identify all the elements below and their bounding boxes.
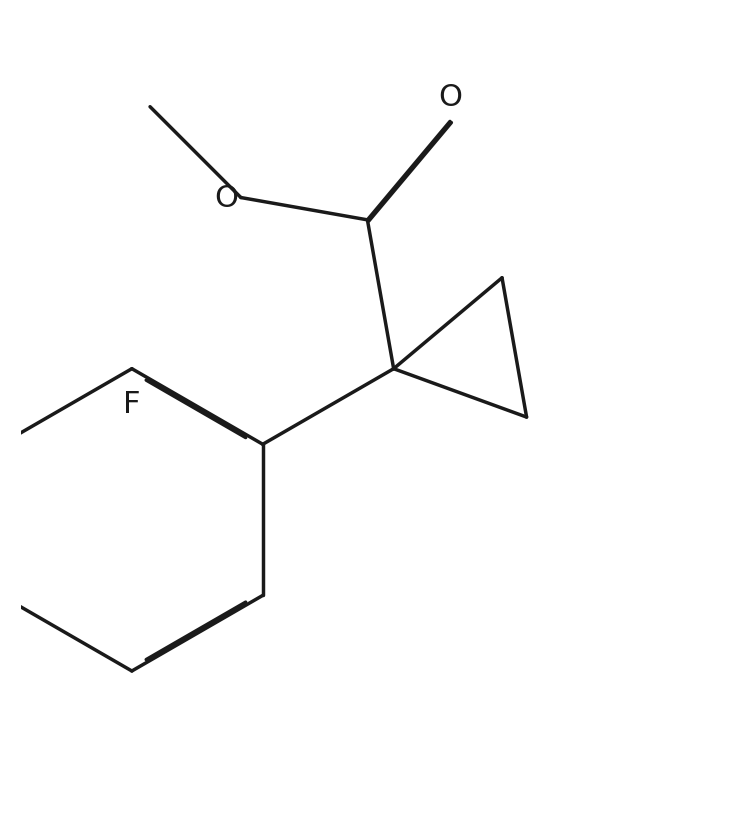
Text: O: O bbox=[438, 83, 462, 111]
Text: O: O bbox=[214, 183, 238, 213]
Text: F: F bbox=[123, 390, 140, 419]
